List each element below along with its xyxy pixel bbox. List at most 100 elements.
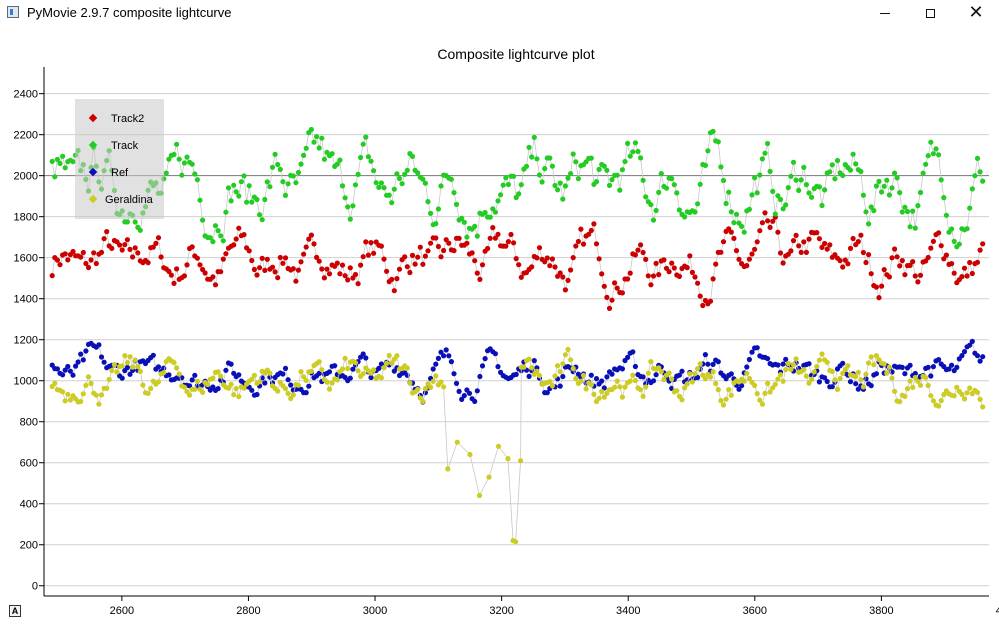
- data-point: [609, 177, 615, 183]
- data-point: [161, 370, 167, 376]
- data-point: [557, 383, 563, 389]
- data-point: [565, 277, 571, 283]
- data-point: [85, 374, 92, 380]
- data-point: [534, 368, 540, 374]
- data-point: [788, 248, 794, 254]
- data-point: [679, 397, 685, 403]
- plot-area[interactable]: Composite lightcurve plot 0 200 400 600 800 1…: [0, 26, 999, 628]
- data-point: [884, 177, 890, 183]
- data-point: [459, 396, 465, 402]
- data-point: [731, 220, 737, 226]
- data-point: [936, 403, 942, 409]
- data-point: [759, 220, 766, 226]
- data-point: [464, 234, 470, 240]
- data-point: [855, 369, 861, 375]
- data-point: [788, 173, 794, 179]
- data-point: [964, 390, 970, 396]
- data-point: [376, 184, 382, 190]
- data-point: [381, 256, 387, 262]
- data-point: [495, 364, 501, 370]
- data-point: [555, 187, 561, 193]
- data-point: [303, 145, 309, 151]
- data-point: [490, 225, 496, 231]
- chart-title: Composite lightcurve plot: [437, 46, 594, 62]
- maximize-button[interactable]: [907, 0, 953, 26]
- data-point: [715, 387, 721, 393]
- auto-range-button[interactable]: A: [9, 605, 21, 617]
- data-point: [145, 390, 151, 396]
- data-point: [733, 248, 740, 254]
- data-point: [599, 271, 605, 277]
- data-point: [363, 134, 369, 140]
- data-point: [472, 258, 478, 264]
- data-point: [568, 171, 574, 177]
- data-point: [562, 287, 569, 293]
- data-point: [619, 394, 626, 400]
- data-point: [619, 290, 626, 296]
- data-point: [88, 257, 94, 263]
- data-point: [355, 171, 361, 177]
- data-point: [961, 396, 968, 402]
- data-point: [977, 358, 983, 364]
- data-point: [174, 266, 180, 272]
- data-point: [106, 376, 112, 383]
- data-point: [951, 393, 957, 399]
- data-point: [334, 260, 340, 266]
- data-point: [428, 210, 434, 216]
- data-point: [80, 357, 86, 363]
- data-point: [796, 187, 802, 193]
- legend[interactable]: Track2 Track Ref Geraldina: [75, 99, 164, 219]
- data-point: [772, 381, 778, 387]
- data-point: [295, 169, 301, 176]
- data-point: [560, 196, 566, 202]
- data-point: [531, 134, 537, 140]
- data-point: [803, 249, 810, 255]
- data-point: [319, 367, 325, 373]
- data-point: [466, 390, 473, 396]
- data-point: [866, 360, 872, 366]
- data-point: [811, 369, 817, 375]
- data-point: [669, 176, 675, 182]
- data-point: [57, 262, 63, 268]
- data-point: [837, 258, 843, 264]
- data-point: [977, 396, 983, 402]
- data-point: [961, 265, 968, 271]
- data-point: [52, 380, 58, 386]
- data-point: [627, 270, 633, 276]
- data-point: [275, 161, 281, 168]
- data-point: [482, 356, 488, 362]
- data-point: [435, 243, 441, 250]
- data-point: [920, 170, 926, 176]
- data-point: [536, 373, 543, 379]
- data-point: [902, 371, 908, 377]
- close-button[interactable]: ✕: [953, 0, 999, 26]
- data-point: [150, 244, 156, 250]
- data-point: [593, 179, 600, 185]
- data-point: [938, 177, 944, 183]
- data-point: [676, 207, 683, 213]
- data-point: [765, 356, 771, 362]
- data-point: [959, 353, 965, 359]
- data-point: [220, 256, 226, 262]
- minimize-button[interactable]: [862, 0, 908, 26]
- data-point: [249, 199, 255, 205]
- data-point: [368, 240, 374, 246]
- x-tick-label: 3800: [869, 605, 893, 617]
- data-point: [130, 364, 136, 370]
- data-point: [754, 391, 760, 397]
- data-point: [542, 166, 548, 172]
- data-point: [767, 224, 773, 230]
- data-point: [801, 367, 807, 373]
- data-point: [311, 241, 317, 247]
- data-point: [417, 244, 423, 250]
- data-point: [236, 372, 242, 378]
- data-point: [70, 248, 76, 255]
- data-point: [767, 389, 773, 395]
- data-point: [269, 164, 276, 170]
- data-point: [951, 238, 957, 244]
- data-point: [853, 161, 859, 167]
- data-point: [718, 249, 724, 255]
- data-point: [972, 173, 978, 179]
- data-point: [855, 239, 861, 245]
- legend-swatch: [88, 194, 98, 204]
